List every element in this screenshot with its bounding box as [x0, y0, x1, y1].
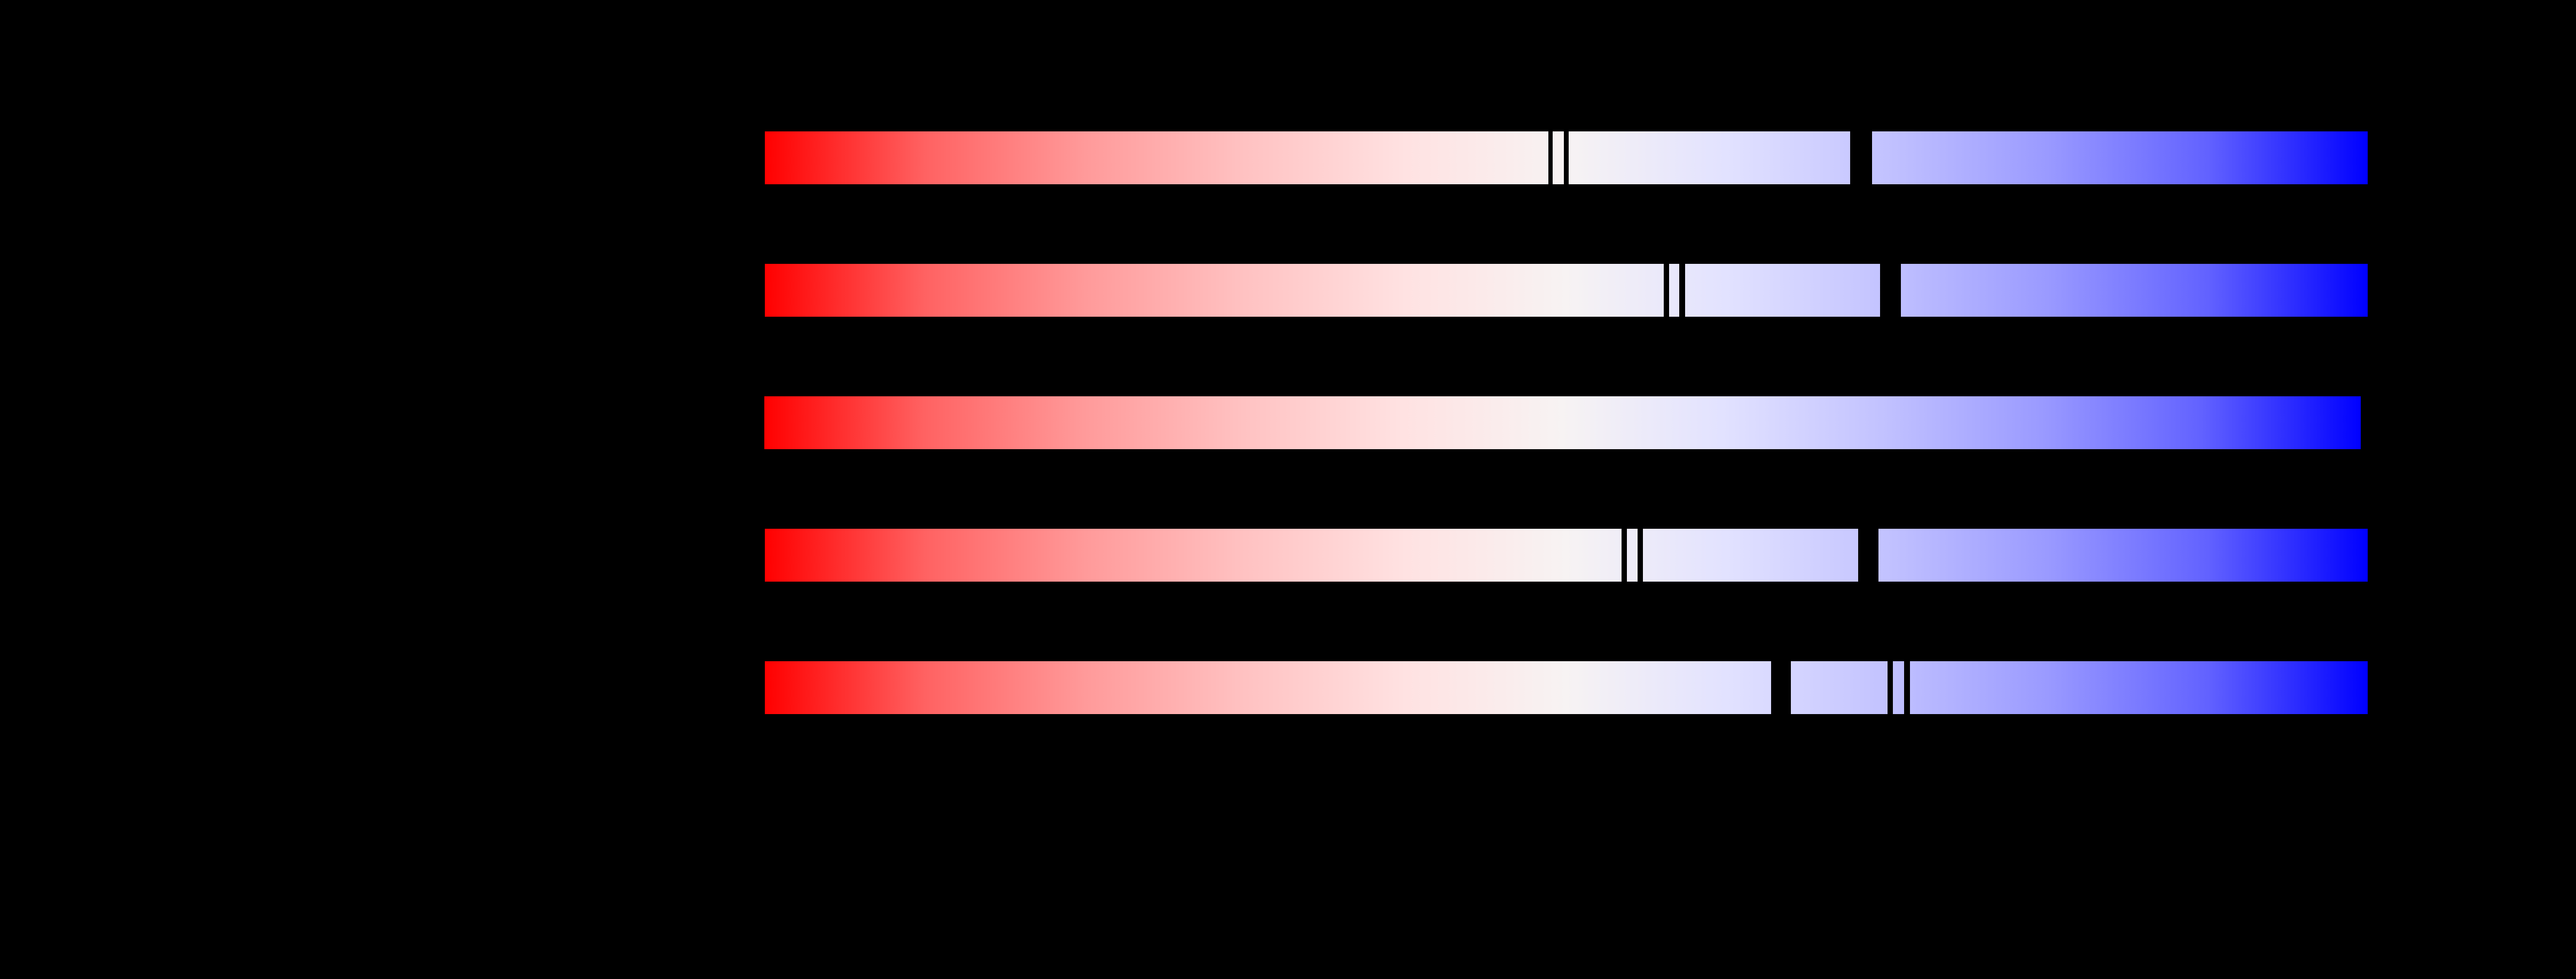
thin-marker-line — [1622, 529, 1627, 582]
thin-marker-line — [1679, 264, 1685, 317]
thin-marker-line — [1548, 131, 1553, 184]
gradient-bar-2 — [765, 264, 2368, 317]
gradient-bar-5 — [765, 661, 2368, 714]
thick-marker-line — [1858, 529, 1878, 582]
thin-marker-line — [1664, 264, 1669, 317]
gradient-bar-3 — [764, 396, 2361, 449]
gradient-bar-1 — [765, 131, 2368, 184]
thick-marker-line — [1850, 131, 1872, 184]
thin-marker-line — [1888, 661, 1893, 714]
thin-marker-line — [1638, 529, 1643, 582]
thin-marker-line — [1564, 131, 1569, 184]
thin-marker-line — [1904, 661, 1910, 714]
thick-marker-line — [1771, 661, 1791, 714]
thick-marker-line — [1880, 264, 1901, 317]
gradient-bar-4 — [765, 529, 2368, 582]
